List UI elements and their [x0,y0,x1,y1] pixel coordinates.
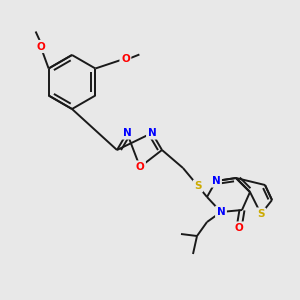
Text: S: S [257,209,265,219]
Text: O: O [121,53,130,64]
Text: S: S [194,181,202,191]
Text: O: O [136,162,144,172]
Text: N: N [123,128,131,138]
Text: O: O [235,223,243,233]
Text: N: N [148,128,156,138]
Text: N: N [217,207,225,217]
Text: N: N [212,176,220,186]
Text: O: O [36,41,45,52]
